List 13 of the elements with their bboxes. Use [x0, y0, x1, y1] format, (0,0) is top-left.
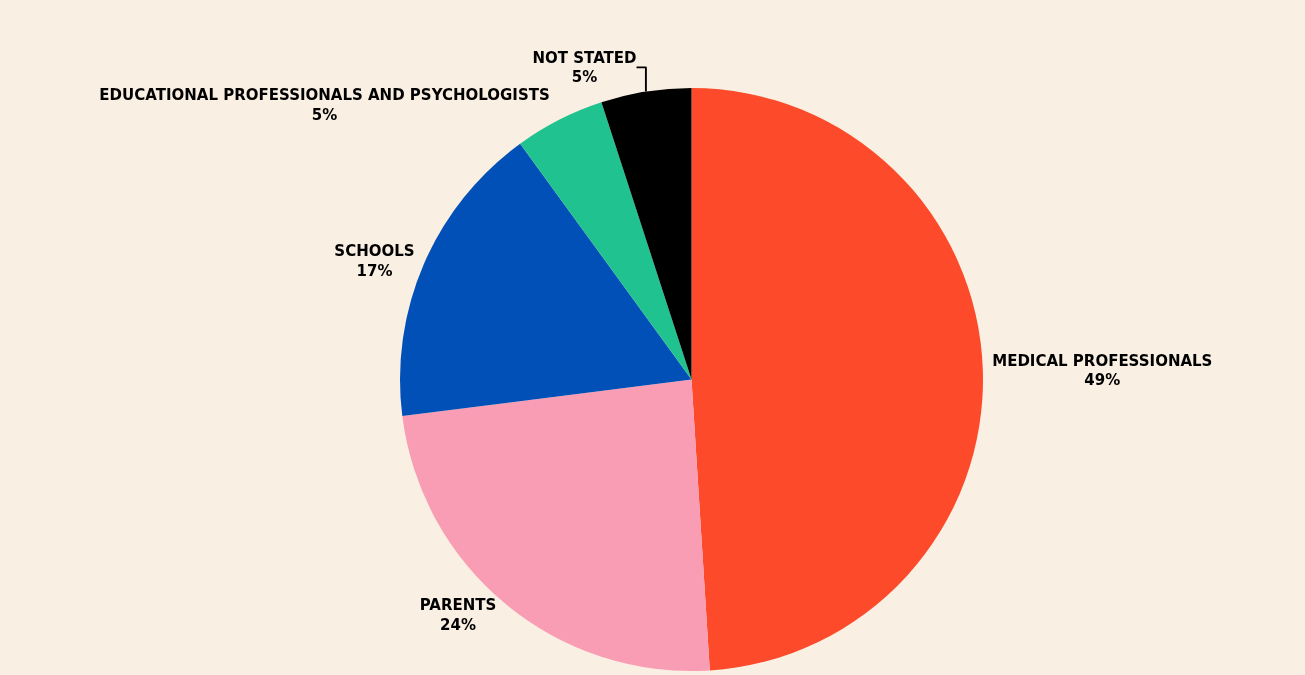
data-label: 24% [440, 615, 476, 634]
data-label: 17% [356, 261, 393, 280]
pie-slice [520, 102, 692, 380]
slice-label: SCHOOLS [334, 242, 415, 261]
slice-label: NOT STATED [532, 48, 637, 67]
slice-label: EDUCATIONAL PROFESSIONALS AND PSYCHOLOGISTS [99, 86, 550, 105]
slice-label: PARENTS [419, 596, 497, 615]
pie-slice [402, 379, 710, 671]
data-label: 5% [571, 68, 598, 87]
slice-label: MEDICAL PROFESSIONALS [992, 351, 1213, 370]
data-label: 5% [311, 105, 338, 124]
pie-slice [691, 88, 983, 671]
data-label: 49% [1084, 371, 1121, 390]
